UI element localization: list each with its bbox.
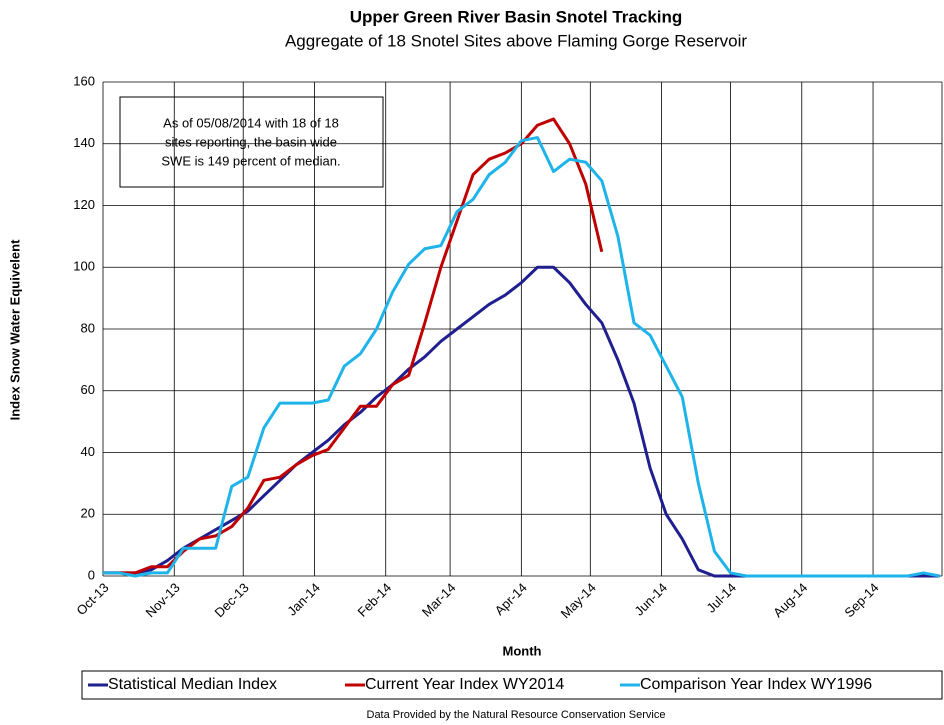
legend-label: Current Year Index WY2014 (365, 676, 564, 693)
annotation-text: sites reporting, the basin wide (165, 134, 337, 149)
y-tick-label: 0 (88, 567, 95, 582)
series-line (103, 136, 940, 578)
x-tick-label: Oct-13 (73, 580, 111, 618)
legend-label: Statistical Median Index (108, 676, 277, 693)
x-axis-label: Month (503, 643, 542, 658)
legend-label: Comparison Year Index WY1996 (640, 676, 872, 693)
x-tick-label: Mar-14 (419, 580, 459, 620)
annotation-text: SWE is 149 percent of median. (161, 153, 340, 168)
y-tick-label: 60 (81, 382, 95, 397)
y-tick-label: 40 (81, 444, 95, 459)
x-tick-label: Jul-14 (703, 580, 739, 616)
y-tick-label: 20 (81, 506, 95, 521)
y-tick-label: 120 (73, 197, 95, 212)
y-tick-label: 80 (81, 320, 95, 335)
x-tick-label: Jan-14 (284, 580, 323, 619)
chart-subtitle: Aggregate of 18 Snotel Sites above Flami… (285, 31, 747, 50)
x-tick-label: Dec-13 (212, 580, 252, 620)
annotation-text: As of 05/08/2014 with 18 of 18 (163, 115, 339, 130)
annotation-box (119, 96, 384, 188)
x-tick-label: Apr-14 (492, 580, 530, 618)
y-axis-label: Index Snow Water Equivelent (7, 239, 22, 420)
y-tick-label: 100 (73, 259, 95, 274)
y-tick-label: 140 (73, 135, 95, 150)
x-tick-label: Aug-14 (770, 580, 810, 620)
legend-box (81, 670, 943, 700)
x-tick-label: May-14 (558, 580, 599, 621)
footer: Data Provided by the Natural Resource Co… (367, 709, 666, 721)
x-tick-label: Jun-14 (631, 580, 670, 619)
x-tick-label: Feb-14 (355, 580, 395, 620)
x-tick-label: Sep-14 (841, 580, 881, 620)
y-tick-label: 160 (73, 73, 95, 88)
chart-title: Upper Green River Basin Snotel Tracking (350, 7, 683, 26)
x-tick-label: Nov-13 (143, 580, 183, 620)
